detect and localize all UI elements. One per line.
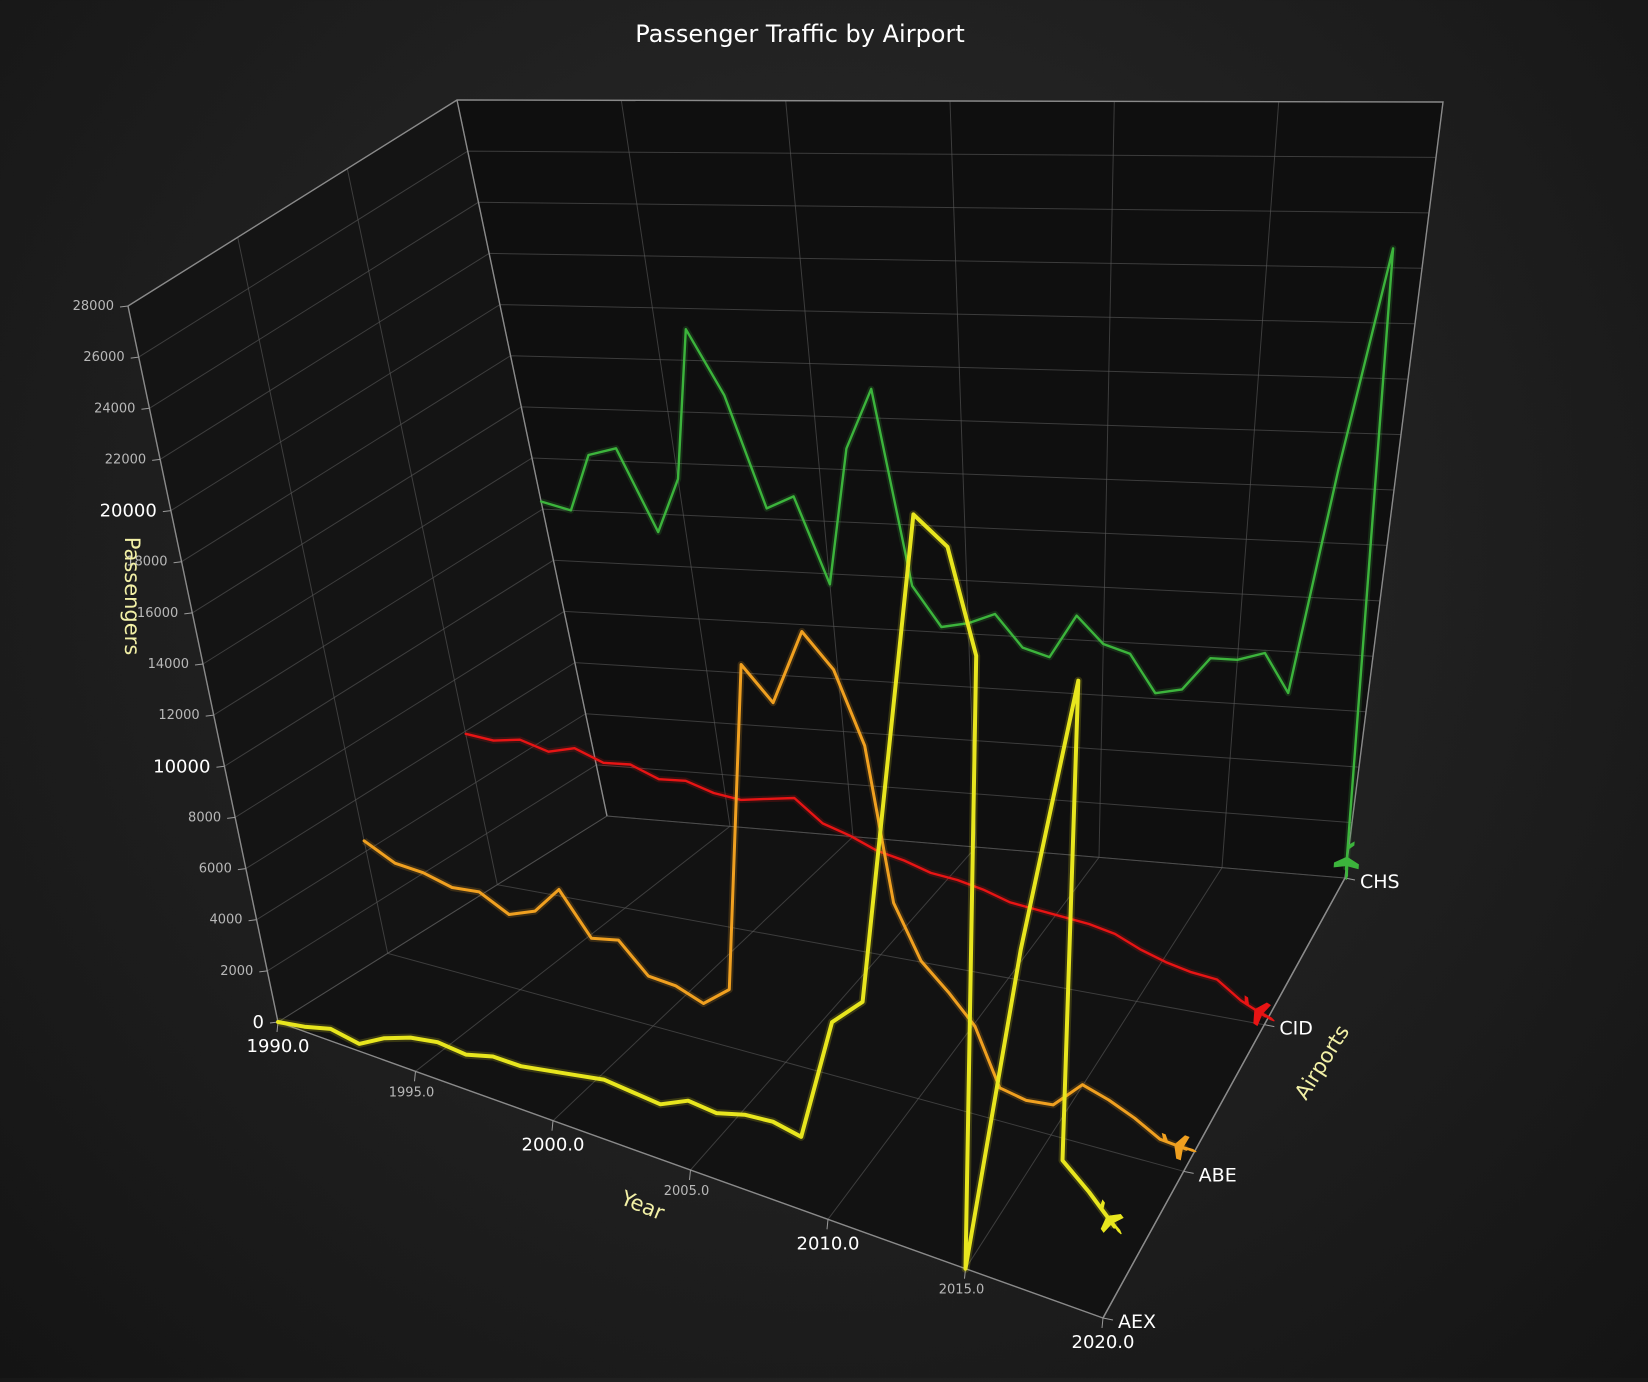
y-tick-mark	[162, 510, 171, 513]
y-tick-mark	[205, 714, 214, 717]
z-tick-mark	[1264, 1024, 1275, 1028]
y-tick-label: 28000	[73, 299, 114, 314]
y-tick-mark	[184, 612, 193, 615]
x-tick-mark	[1101, 1317, 1104, 1329]
z-axis-line	[1102, 877, 1346, 1319]
y-tick-label: 4000	[209, 913, 242, 928]
y-tick-label: 18000	[126, 555, 167, 570]
y-tick-mark	[216, 765, 225, 768]
series-line	[276, 512, 1117, 1271]
y-tick-label: 0	[253, 1012, 264, 1033]
x-tick-label: 2020.0	[1072, 1332, 1135, 1353]
z-tick-label: ABE	[1199, 1164, 1237, 1186]
x-tick-mark	[551, 1120, 554, 1131]
airplane-icon	[1161, 1132, 1197, 1161]
y-tick-mark	[248, 919, 257, 922]
z-gridline	[346, 168, 1265, 1026]
y-tick-label: 8000	[188, 810, 221, 825]
back-wall	[457, 100, 1443, 878]
z-tick-label: CHS	[1360, 871, 1400, 893]
y-tick-mark	[237, 868, 246, 871]
y-tick-label: 12000	[158, 708, 199, 723]
y-tick-label: 14000	[148, 657, 189, 672]
z-tick-label: CID	[1279, 1018, 1313, 1040]
x-tick-mark	[689, 1169, 691, 1181]
series-line	[362, 630, 1188, 1151]
box-edge-corner	[456, 99, 608, 817]
chart-labels: 0 2000 4000 6000 8000 10000 12000 14000 16000 180…	[73, 299, 1400, 1353]
chart-title: Passenger Traffic by Airport	[635, 20, 965, 48]
x-axis-title: Year	[617, 1186, 668, 1225]
y-tick-label: 24000	[94, 401, 135, 416]
x-tick-label: 2005.0	[664, 1184, 710, 1199]
y-tick-label: 10000	[153, 756, 210, 777]
y-tick-label: 20000	[100, 501, 157, 522]
x-tick-mark	[414, 1071, 416, 1082]
chart-walls	[128, 100, 1443, 1318]
y-tick-mark	[152, 458, 161, 461]
x-tick-label: 2000.0	[522, 1135, 585, 1156]
y-tick-mark	[259, 970, 268, 973]
z-tick-label: AEX	[1118, 1311, 1156, 1333]
y-tick-label: 2000	[220, 964, 253, 979]
y-tick-mark	[141, 407, 150, 410]
z-tick-mark	[1102, 1317, 1114, 1321]
x-tick-label: 2015.0	[939, 1283, 985, 1298]
airplane-icon	[1243, 995, 1275, 1027]
series-aex	[276, 510, 1124, 1273]
floor	[278, 816, 1345, 1318]
z-tick-mark	[1183, 1170, 1194, 1174]
series-abe	[362, 628, 1197, 1161]
x-tick-label: 2010.0	[797, 1233, 860, 1254]
y-tick-label: 22000	[105, 452, 146, 467]
y-tick-mark	[130, 356, 139, 359]
chart-series	[276, 245, 1397, 1273]
x-tick-label: 1990.0	[247, 1036, 310, 1057]
y-tick-label: 6000	[199, 862, 232, 877]
y-tick-label: 26000	[83, 350, 124, 365]
y-tick-label: 16000	[137, 606, 178, 621]
y-tick-mark	[173, 561, 182, 564]
y-tick-mark	[119, 305, 129, 308]
y-tick-mark	[194, 663, 204, 666]
x-tick-label: 1995.0	[389, 1085, 435, 1100]
y-tick-mark	[227, 816, 236, 819]
z-gridline	[237, 237, 1184, 1172]
y-axis-title: Passengers	[120, 537, 144, 656]
x-tick-mark	[826, 1219, 829, 1230]
airplane-icon	[1333, 841, 1359, 880]
airplane-icon	[1098, 1199, 1124, 1235]
